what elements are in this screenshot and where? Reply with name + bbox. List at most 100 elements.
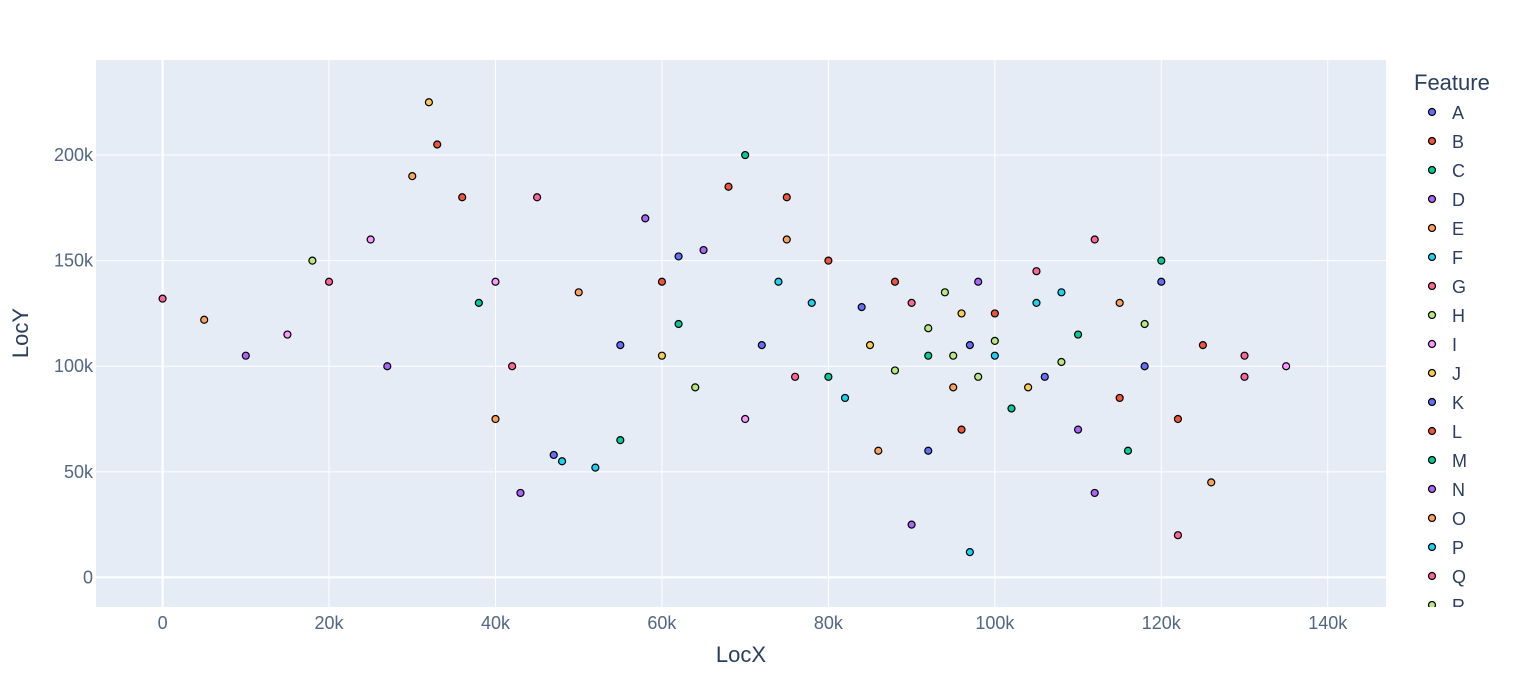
- data-point-e: [1115, 298, 1124, 307]
- data-point-p: [1057, 288, 1066, 297]
- legend-marker: [1427, 223, 1437, 233]
- data-point-h: [949, 351, 958, 360]
- data-point-q: [158, 294, 167, 303]
- data-point-h: [890, 366, 900, 375]
- data-point-g: [907, 298, 916, 307]
- legend-item-n[interactable]: N: [1427, 480, 1466, 500]
- data-point-q: [1173, 531, 1183, 540]
- data-point-d: [699, 245, 708, 255]
- data-point-k: [757, 341, 766, 350]
- data-point-m: [1123, 446, 1133, 455]
- data-point-b: [782, 193, 791, 202]
- plot-area: [96, 60, 1386, 607]
- data-point-d: [516, 488, 525, 498]
- data-point-j: [957, 309, 966, 318]
- legend-item-d[interactable]: D: [1427, 190, 1466, 210]
- legend-item-g[interactable]: G: [1427, 277, 1467, 297]
- x-axis-title: LocX: [716, 642, 766, 667]
- legend-marker: [1427, 339, 1437, 349]
- data-point-i: [366, 235, 375, 244]
- legend-marker: [1427, 368, 1437, 378]
- data-point-n: [383, 362, 392, 371]
- y-axis-ticks: 0 50k 100k 150k 200k: [54, 145, 94, 587]
- legend-item-f[interactable]: F: [1427, 248, 1464, 268]
- data-point-f: [1032, 298, 1041, 307]
- y-tick-label: 0: [83, 567, 93, 587]
- legend-item-l[interactable]: L: [1427, 422, 1463, 442]
- data-point-d: [1073, 425, 1083, 434]
- data-point-a: [549, 450, 558, 460]
- data-point-q: [1240, 351, 1249, 360]
- y-tick-label: 50k: [64, 462, 94, 482]
- legend-label: J: [1452, 364, 1461, 384]
- data-point-i: [491, 277, 500, 286]
- legend-marker: [1427, 600, 1437, 607]
- data-point-g: [1032, 267, 1041, 276]
- legend-marker: [1427, 484, 1437, 494]
- data-point-q: [508, 362, 517, 371]
- legend-marker: [1427, 107, 1437, 117]
- data-point-j: [657, 351, 667, 360]
- y-axis-title: LocY: [8, 308, 33, 358]
- x-tick-label: 60k: [647, 613, 677, 633]
- legend-item-m[interactable]: M: [1427, 451, 1468, 471]
- legend-marker: [1427, 310, 1437, 320]
- legend-marker: [1427, 397, 1437, 407]
- data-point-c: [824, 372, 833, 381]
- legend-label: D: [1452, 190, 1465, 210]
- data-point-q: [790, 372, 800, 381]
- data-point-c: [1157, 256, 1166, 265]
- data-point-a: [674, 252, 683, 261]
- legend-label: I: [1452, 335, 1457, 355]
- data-point-l: [458, 193, 467, 202]
- x-tick-label: 100k: [975, 613, 1015, 633]
- y-tick-label: 150k: [54, 251, 94, 271]
- legend-label: N: [1452, 480, 1465, 500]
- legend-marker: [1427, 252, 1437, 262]
- legend-label: O: [1452, 509, 1466, 529]
- data-point-j: [1024, 383, 1033, 392]
- legend-item-c[interactable]: C: [1427, 161, 1466, 181]
- legend-marker: [1427, 281, 1437, 291]
- x-tick-label: 20k: [315, 613, 345, 633]
- data-point-r: [308, 256, 317, 265]
- legend-item-o[interactable]: O: [1427, 509, 1467, 529]
- data-point-f: [840, 393, 850, 403]
- legend-item-r[interactable]: R: [1427, 596, 1466, 616]
- data-point-h: [974, 372, 983, 381]
- legend-item-k[interactable]: K: [1427, 393, 1465, 413]
- data-point-d: [241, 351, 250, 360]
- legend-item-q[interactable]: Q: [1427, 567, 1467, 587]
- legend-item-i[interactable]: I: [1427, 335, 1458, 355]
- legend-title: Feature: [1414, 70, 1490, 95]
- data-point-b: [1198, 341, 1208, 350]
- legend-marker: [1427, 426, 1437, 436]
- data-point-i: [741, 414, 750, 424]
- legend-label: A: [1452, 103, 1464, 123]
- data-point-l: [724, 182, 733, 191]
- data-point-f: [990, 351, 999, 360]
- data-point-h: [924, 324, 933, 333]
- legend-item-e[interactable]: E: [1427, 219, 1465, 239]
- legend-item-a[interactable]: A: [1427, 103, 1465, 123]
- data-point-l: [957, 425, 966, 434]
- x-tick-label: 80k: [814, 613, 844, 633]
- data-point-m: [474, 298, 483, 307]
- data-point-f: [807, 298, 816, 307]
- legend-marker: [1427, 571, 1437, 581]
- data-point-m: [1007, 404, 1016, 413]
- legend-item-h[interactable]: H: [1427, 306, 1466, 326]
- legend-item-b[interactable]: B: [1427, 132, 1465, 152]
- legend-label: G: [1452, 277, 1466, 297]
- data-point-e: [491, 414, 500, 424]
- data-point-b: [890, 277, 900, 286]
- legend-label: H: [1452, 306, 1465, 326]
- data-point-h: [1057, 357, 1066, 367]
- legend-item-j[interactable]: J: [1427, 364, 1462, 384]
- legend-item-p[interactable]: P: [1427, 538, 1465, 558]
- data-point-g: [1090, 235, 1099, 244]
- data-point-k: [1140, 362, 1149, 371]
- y-tick-label: 200k: [54, 145, 94, 165]
- data-point-k: [924, 446, 933, 455]
